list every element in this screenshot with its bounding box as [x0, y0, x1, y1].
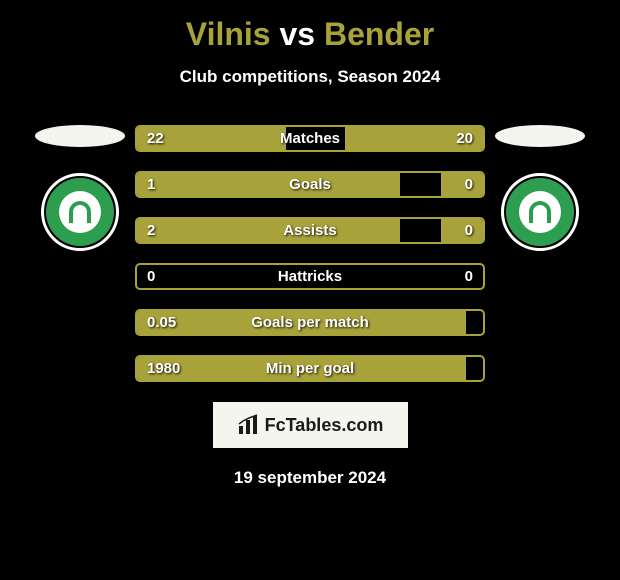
left-player-column: [35, 125, 125, 251]
stat-bars: 2220Matches10Goals20Assists00Hattricks0.…: [135, 125, 485, 382]
stat-row: 1980 Min per goal: [135, 355, 485, 382]
badge-arch-left: [69, 201, 91, 223]
bar-left-fill: [137, 173, 400, 196]
player2-name: Bender: [324, 16, 434, 52]
footer-brand-text: FcTables.com: [265, 415, 384, 436]
stat-value-right: 0: [465, 268, 473, 285]
chart-icon: [237, 414, 259, 436]
stat-value-left: 1: [147, 176, 155, 193]
player1-name: Vilnis: [186, 16, 271, 52]
stat-label: Hattricks: [278, 268, 342, 285]
bar-left-fill: [137, 219, 400, 242]
stat-value-left: 22: [147, 130, 164, 147]
nation-flag-left: [35, 125, 125, 147]
page-title: Vilnis vs Bender: [15, 16, 605, 53]
footer-date: 19 september 2024: [15, 468, 605, 488]
stat-label: Assists: [283, 222, 336, 239]
nation-flag-right: [495, 125, 585, 147]
footer-brand-logo: FcTables.com: [213, 402, 408, 448]
stat-row: 2 0 Assists: [135, 217, 485, 244]
subtitle: Club competitions, Season 2024: [15, 67, 605, 87]
badge-arch-right: [529, 201, 551, 223]
right-player-column: [495, 125, 585, 251]
badge-ring-right: [506, 178, 574, 246]
stat-row: 1 0 Goals: [135, 171, 485, 198]
stat-label: Min per goal: [266, 360, 354, 377]
bar-right-fill: [441, 173, 483, 196]
stat-value-right: 0: [465, 176, 473, 193]
stat-value-left: 0.05: [147, 314, 176, 331]
vs-text: vs: [279, 16, 315, 52]
club-badge-right: [501, 173, 579, 251]
stat-label: Matches: [280, 130, 340, 147]
bar-right-fill: [441, 219, 483, 242]
stat-row: 0 0 Hattricks: [135, 263, 485, 290]
stat-row: 0.05 Goals per match: [135, 309, 485, 336]
comparison-container: Vilnis vs Bender Club competitions, Seas…: [0, 0, 620, 580]
club-badge-left: [41, 173, 119, 251]
stat-label: Goals: [289, 176, 331, 193]
stat-value-right: 0: [465, 222, 473, 239]
stat-label: Goals per match: [251, 314, 369, 331]
stat-value-left: 2: [147, 222, 155, 239]
stat-row: 22 20 Matches: [135, 125, 485, 152]
comparison-body: 2220Matches10Goals20Assists00Hattricks0.…: [15, 125, 605, 382]
stat-value-left: 1980: [147, 360, 180, 377]
badge-ring-left: [46, 178, 114, 246]
stat-value-right: 20: [456, 130, 473, 147]
stat-value-left: 0: [147, 268, 155, 285]
